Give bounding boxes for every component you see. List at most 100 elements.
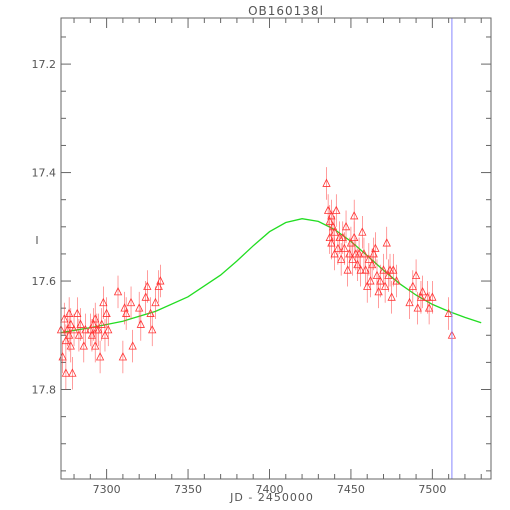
triangle-marker <box>143 281 152 290</box>
data-point <box>128 329 137 363</box>
triangle-marker <box>122 308 131 317</box>
data-point <box>376 264 385 298</box>
data-point <box>102 297 111 330</box>
data-point <box>428 281 437 314</box>
triangle-marker <box>356 265 365 274</box>
data-point <box>340 232 349 265</box>
data-point <box>332 194 341 227</box>
triangle-marker <box>330 227 339 236</box>
data-point <box>68 356 77 390</box>
data-point <box>364 243 373 276</box>
data-point <box>363 270 372 303</box>
x-tick-label: 7450 <box>337 483 365 496</box>
data-point <box>379 253 388 287</box>
triangle-marker <box>348 254 357 263</box>
data-point <box>156 264 165 298</box>
data-point <box>371 232 380 265</box>
data-point <box>359 237 369 271</box>
data-point <box>361 253 370 287</box>
triangle-marker <box>376 276 385 285</box>
y-tick-label: 17.2 <box>32 58 57 71</box>
triangle-marker <box>126 297 136 307</box>
triangle-marker <box>128 341 137 350</box>
triangle-marker <box>379 265 388 274</box>
triangle-marker <box>76 319 85 328</box>
data-point <box>94 313 103 347</box>
data-point <box>387 281 396 314</box>
data-point <box>100 319 110 352</box>
triangle-marker <box>66 341 75 350</box>
data-point <box>350 221 359 254</box>
triangle-marker <box>97 319 106 328</box>
triangle-marker <box>81 324 90 334</box>
triangle-marker <box>148 324 157 334</box>
triangle-marker <box>408 281 417 290</box>
data-point <box>405 286 414 320</box>
y-tick-label: 17.4 <box>32 167 57 180</box>
data-point <box>408 270 417 303</box>
triangle-marker <box>330 249 339 258</box>
data-point <box>341 210 351 244</box>
triangle-marker <box>332 205 341 214</box>
triangle-marker <box>66 319 75 328</box>
triangle-marker <box>444 308 453 317</box>
data-point <box>76 308 85 341</box>
y-axis-label: I <box>35 234 38 247</box>
data-point <box>330 237 339 271</box>
triangle-marker <box>350 211 359 220</box>
data-point <box>136 308 145 341</box>
triangle-marker <box>156 276 165 285</box>
triangle-marker <box>428 292 437 301</box>
triangle-marker <box>411 270 421 280</box>
triangle-marker <box>135 303 144 312</box>
triangle-marker <box>387 292 396 301</box>
data-point <box>95 340 105 374</box>
data-point <box>380 270 390 303</box>
y-tick-label: 17.8 <box>32 384 57 397</box>
triangle-marker <box>68 368 77 377</box>
data-point <box>418 275 427 309</box>
triangle-marker <box>118 352 128 361</box>
triangle-marker <box>361 265 370 274</box>
data-point <box>354 237 364 271</box>
data-point <box>143 270 152 303</box>
data-point <box>61 356 71 390</box>
triangle-marker <box>73 308 82 317</box>
triangle-marker <box>151 297 160 307</box>
data-point <box>135 291 144 325</box>
data-point <box>389 253 398 287</box>
triangle-marker <box>363 281 372 290</box>
triangle-marker <box>104 324 113 334</box>
triangle-marker <box>95 352 105 361</box>
triangle-marker <box>61 368 71 377</box>
x-tick-label: 7400 <box>255 483 283 496</box>
triangle-marker <box>100 330 110 339</box>
triangle-marker <box>99 297 108 307</box>
data-point <box>113 275 123 309</box>
triangle-marker <box>372 270 382 280</box>
data-point <box>69 313 79 347</box>
triangle-marker <box>358 227 367 236</box>
data-point <box>337 243 346 276</box>
triangle-marker <box>136 319 145 328</box>
data-point <box>66 329 75 363</box>
x-tick-label: 7300 <box>93 483 121 496</box>
data-point <box>413 291 422 325</box>
data-point <box>322 167 331 200</box>
plot-area: 7300 7350 7400 7450 7500 17.2 17.4 17.6 17.8 <box>32 18 491 496</box>
plot-frame <box>60 17 492 480</box>
x-axis-label: JD - 2450000 <box>229 491 314 504</box>
data-point <box>99 286 108 320</box>
data-point <box>126 286 136 320</box>
y-tick-label: 17.6 <box>32 275 57 288</box>
triangle-marker <box>380 281 390 290</box>
triangle-marker <box>69 324 79 334</box>
triangle-marker <box>359 249 369 258</box>
data-point <box>411 259 421 292</box>
triangle-marker <box>364 254 373 263</box>
data-point <box>146 297 155 330</box>
triangle-marker <box>341 221 351 231</box>
triangle-marker <box>350 232 359 242</box>
